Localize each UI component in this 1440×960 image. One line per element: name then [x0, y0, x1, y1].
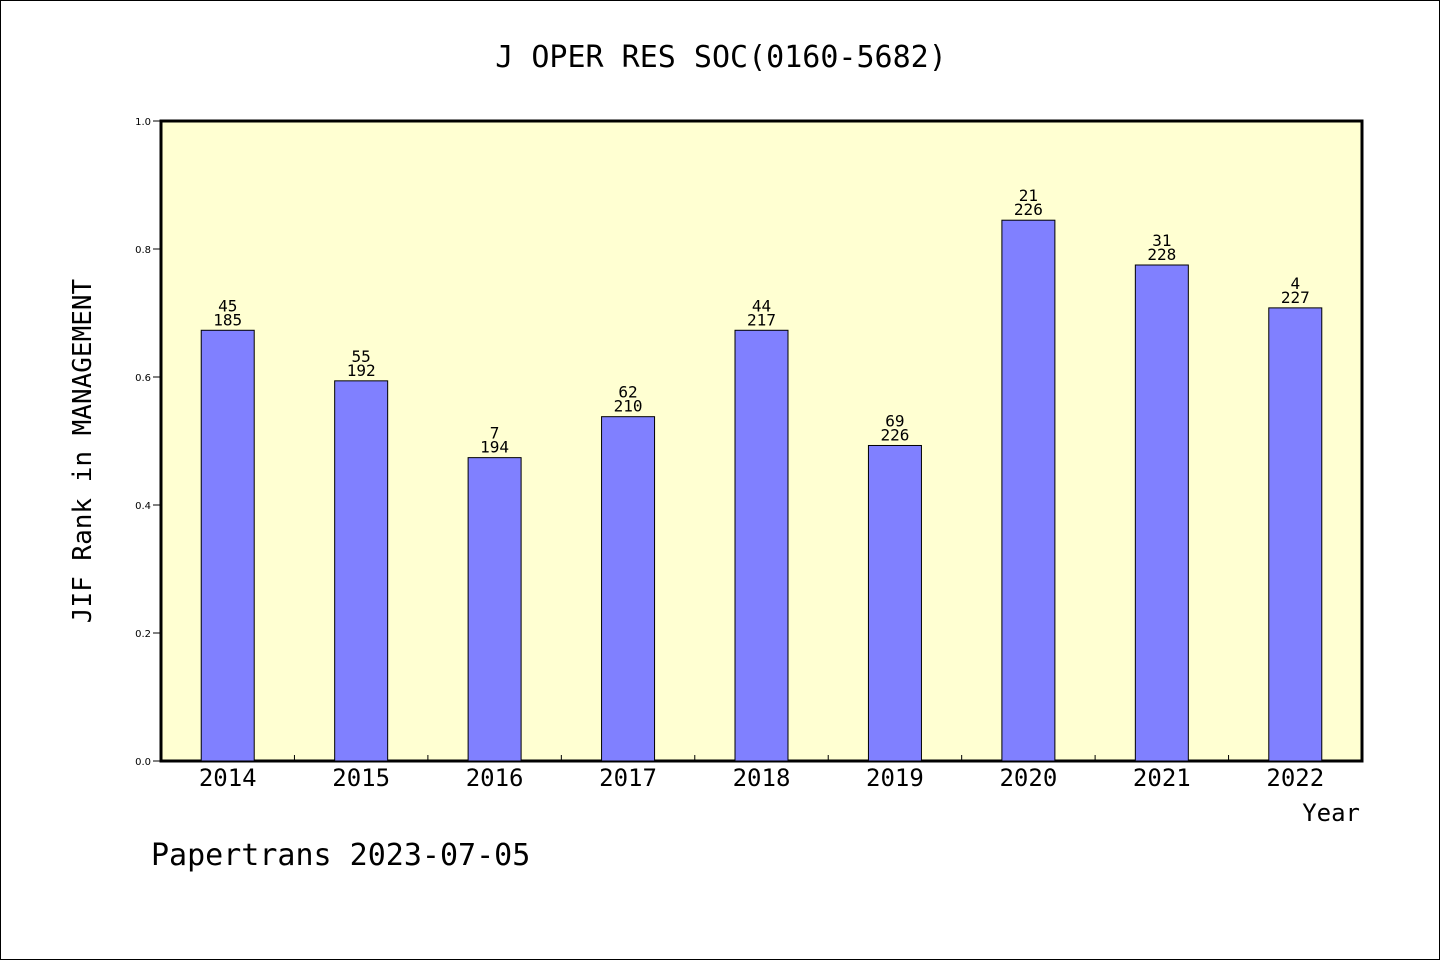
bar-2021 [1134, 264, 1189, 762]
bar-total-label: 226 [880, 425, 909, 444]
x-tick-label: 2015 [332, 764, 390, 792]
bar-2022 [1268, 307, 1323, 762]
bar-rank-label: 21 [1019, 186, 1038, 205]
y-tick-label: 0.0 [135, 757, 151, 768]
chart-title: J OPER RES SOC(0160-5682) [495, 40, 947, 75]
bar-total-label: 227 [1281, 288, 1310, 307]
x-tick-label: 2021 [1133, 764, 1191, 792]
x-axis-ticks: 2014 2015 2016 2017 2018 2019 2020 2021 2022 [199, 755, 1324, 792]
y-tick-label: 0.6 [135, 373, 151, 384]
footer-credit: Papertrans 2023-07-05 [151, 838, 530, 873]
bar-rank-label: 31 [1152, 231, 1171, 250]
bar-2019 [867, 444, 922, 762]
y-tick-label: 0.4 [135, 501, 151, 512]
x-tick-label: 2022 [1266, 764, 1324, 792]
y-tick-label: 1.0 [135, 117, 151, 128]
x-tick-label: 2014 [199, 764, 257, 792]
bar-total-label: 217 [747, 310, 776, 329]
bar-rank-label: 45 [218, 296, 237, 315]
bar-total-label: 192 [347, 361, 376, 380]
y-axis-ticks: 0.0 0.2 0.4 0.6 0.8 1.0 [135, 117, 161, 768]
x-axis-label: Year [1302, 799, 1360, 827]
bar-2015 [334, 380, 389, 762]
bar-2018 [734, 329, 789, 762]
bar-rank-label: 4 [1290, 274, 1300, 293]
bar-total-label: 185 [213, 310, 242, 329]
bar-series [200, 219, 1323, 762]
y-axis-label: JIF Rank in MANAGEMENT [68, 278, 98, 623]
bar-rank-label: 62 [618, 383, 637, 402]
bar-total-label: 226 [1014, 200, 1043, 219]
bar-rank-label: 69 [885, 411, 904, 430]
x-tick-label: 2018 [733, 764, 791, 792]
bar-total-label: 210 [614, 397, 643, 416]
bar-rank-label: 7 [490, 424, 500, 443]
bar-rank-label: 44 [752, 296, 771, 315]
y-tick-label: 0.8 [135, 245, 151, 256]
bar-total-label: 228 [1147, 245, 1176, 264]
bar-2017 [601, 416, 656, 762]
x-tick-label: 2019 [866, 764, 924, 792]
bar-2014 [200, 329, 255, 762]
bar-2016 [467, 457, 522, 762]
x-tick-label: 2020 [999, 764, 1057, 792]
bar-labels: 4518555192719462210442176922621226312284… [213, 186, 1309, 456]
x-tick-label: 2017 [599, 764, 657, 792]
y-tick-label: 0.2 [135, 629, 151, 640]
x-tick-label: 2016 [466, 764, 524, 792]
bar-rank-label: 55 [352, 347, 371, 366]
bar-total-label: 194 [480, 438, 509, 457]
bar-2020 [1001, 219, 1056, 762]
